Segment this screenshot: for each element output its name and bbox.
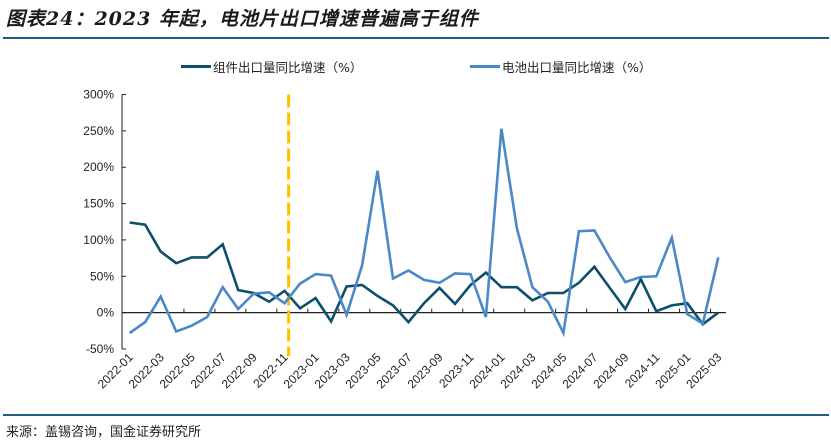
y-tick-label: 200%	[83, 160, 114, 174]
y-tick-label: 300%	[83, 88, 114, 102]
legend-label-cell: 电池出口量同比增速（%）	[502, 60, 652, 75]
chart-title: 图表24：2023 年起，电池片出口增速普遍高于组件	[6, 8, 479, 30]
y-tick-label: 0%	[97, 306, 115, 320]
y-tick-label: 150%	[83, 197, 114, 211]
series-lines	[128, 128, 720, 338]
y-tick-label: 50%	[90, 269, 114, 283]
cell-series-line	[128, 128, 720, 338]
top-divider	[3, 37, 829, 39]
y-axis: 300% 250% 200% 150% 100% 50% 0% -50%	[83, 88, 126, 356]
legend-item-cell: 电池出口量同比增速（%）	[470, 57, 651, 76]
y-tick-label: 100%	[83, 233, 114, 247]
legend-swatch-cell	[470, 65, 500, 68]
bottom-divider	[3, 414, 829, 416]
source-note: 来源：盖锡咨询，国金证券研究所	[6, 425, 202, 440]
y-tick-label: -50%	[86, 342, 114, 356]
legend-label-module: 组件出口量同比增速（%）	[213, 60, 363, 75]
legend-item-module: 组件出口量同比增速（%）	[181, 57, 362, 76]
module-series-line	[129, 221, 720, 327]
y-tick-label: 250%	[83, 124, 114, 138]
legend-swatch-module	[181, 65, 211, 68]
x-tick-label: 2025-03	[683, 350, 724, 391]
